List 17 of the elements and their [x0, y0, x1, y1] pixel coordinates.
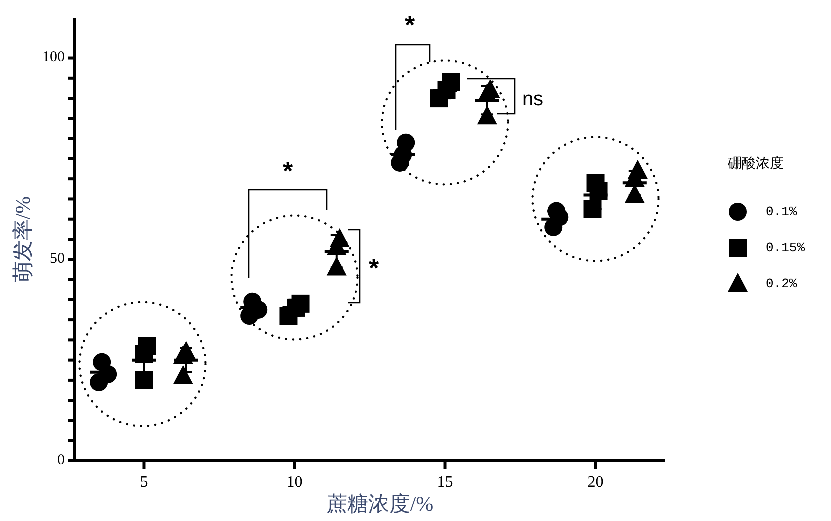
- x-tick-label: 5: [140, 474, 148, 491]
- x-tick-label: 10: [286, 474, 303, 491]
- y-axis-title: 萌发率/%: [11, 196, 35, 283]
- x-tick-label: 15: [437, 474, 454, 491]
- x-tick-label: 20: [588, 474, 604, 491]
- annotation: *: [368, 252, 380, 283]
- x-axis-title: 蔗糖浓度/%: [326, 492, 434, 516]
- y-tick-label: 0: [58, 452, 65, 468]
- y-tick-label: 50: [50, 251, 65, 268]
- annotation: ns: [522, 88, 544, 110]
- legend-label: 0.2%: [766, 276, 798, 292]
- legend-label: 0.15%: [766, 240, 806, 256]
- legend-title: 硼酸浓度: [727, 156, 784, 172]
- y-tick-label: 100: [42, 50, 65, 66]
- annotation: *: [282, 156, 294, 186]
- annotation: *: [404, 10, 416, 40]
- legend-label: 0.1%: [766, 204, 798, 220]
